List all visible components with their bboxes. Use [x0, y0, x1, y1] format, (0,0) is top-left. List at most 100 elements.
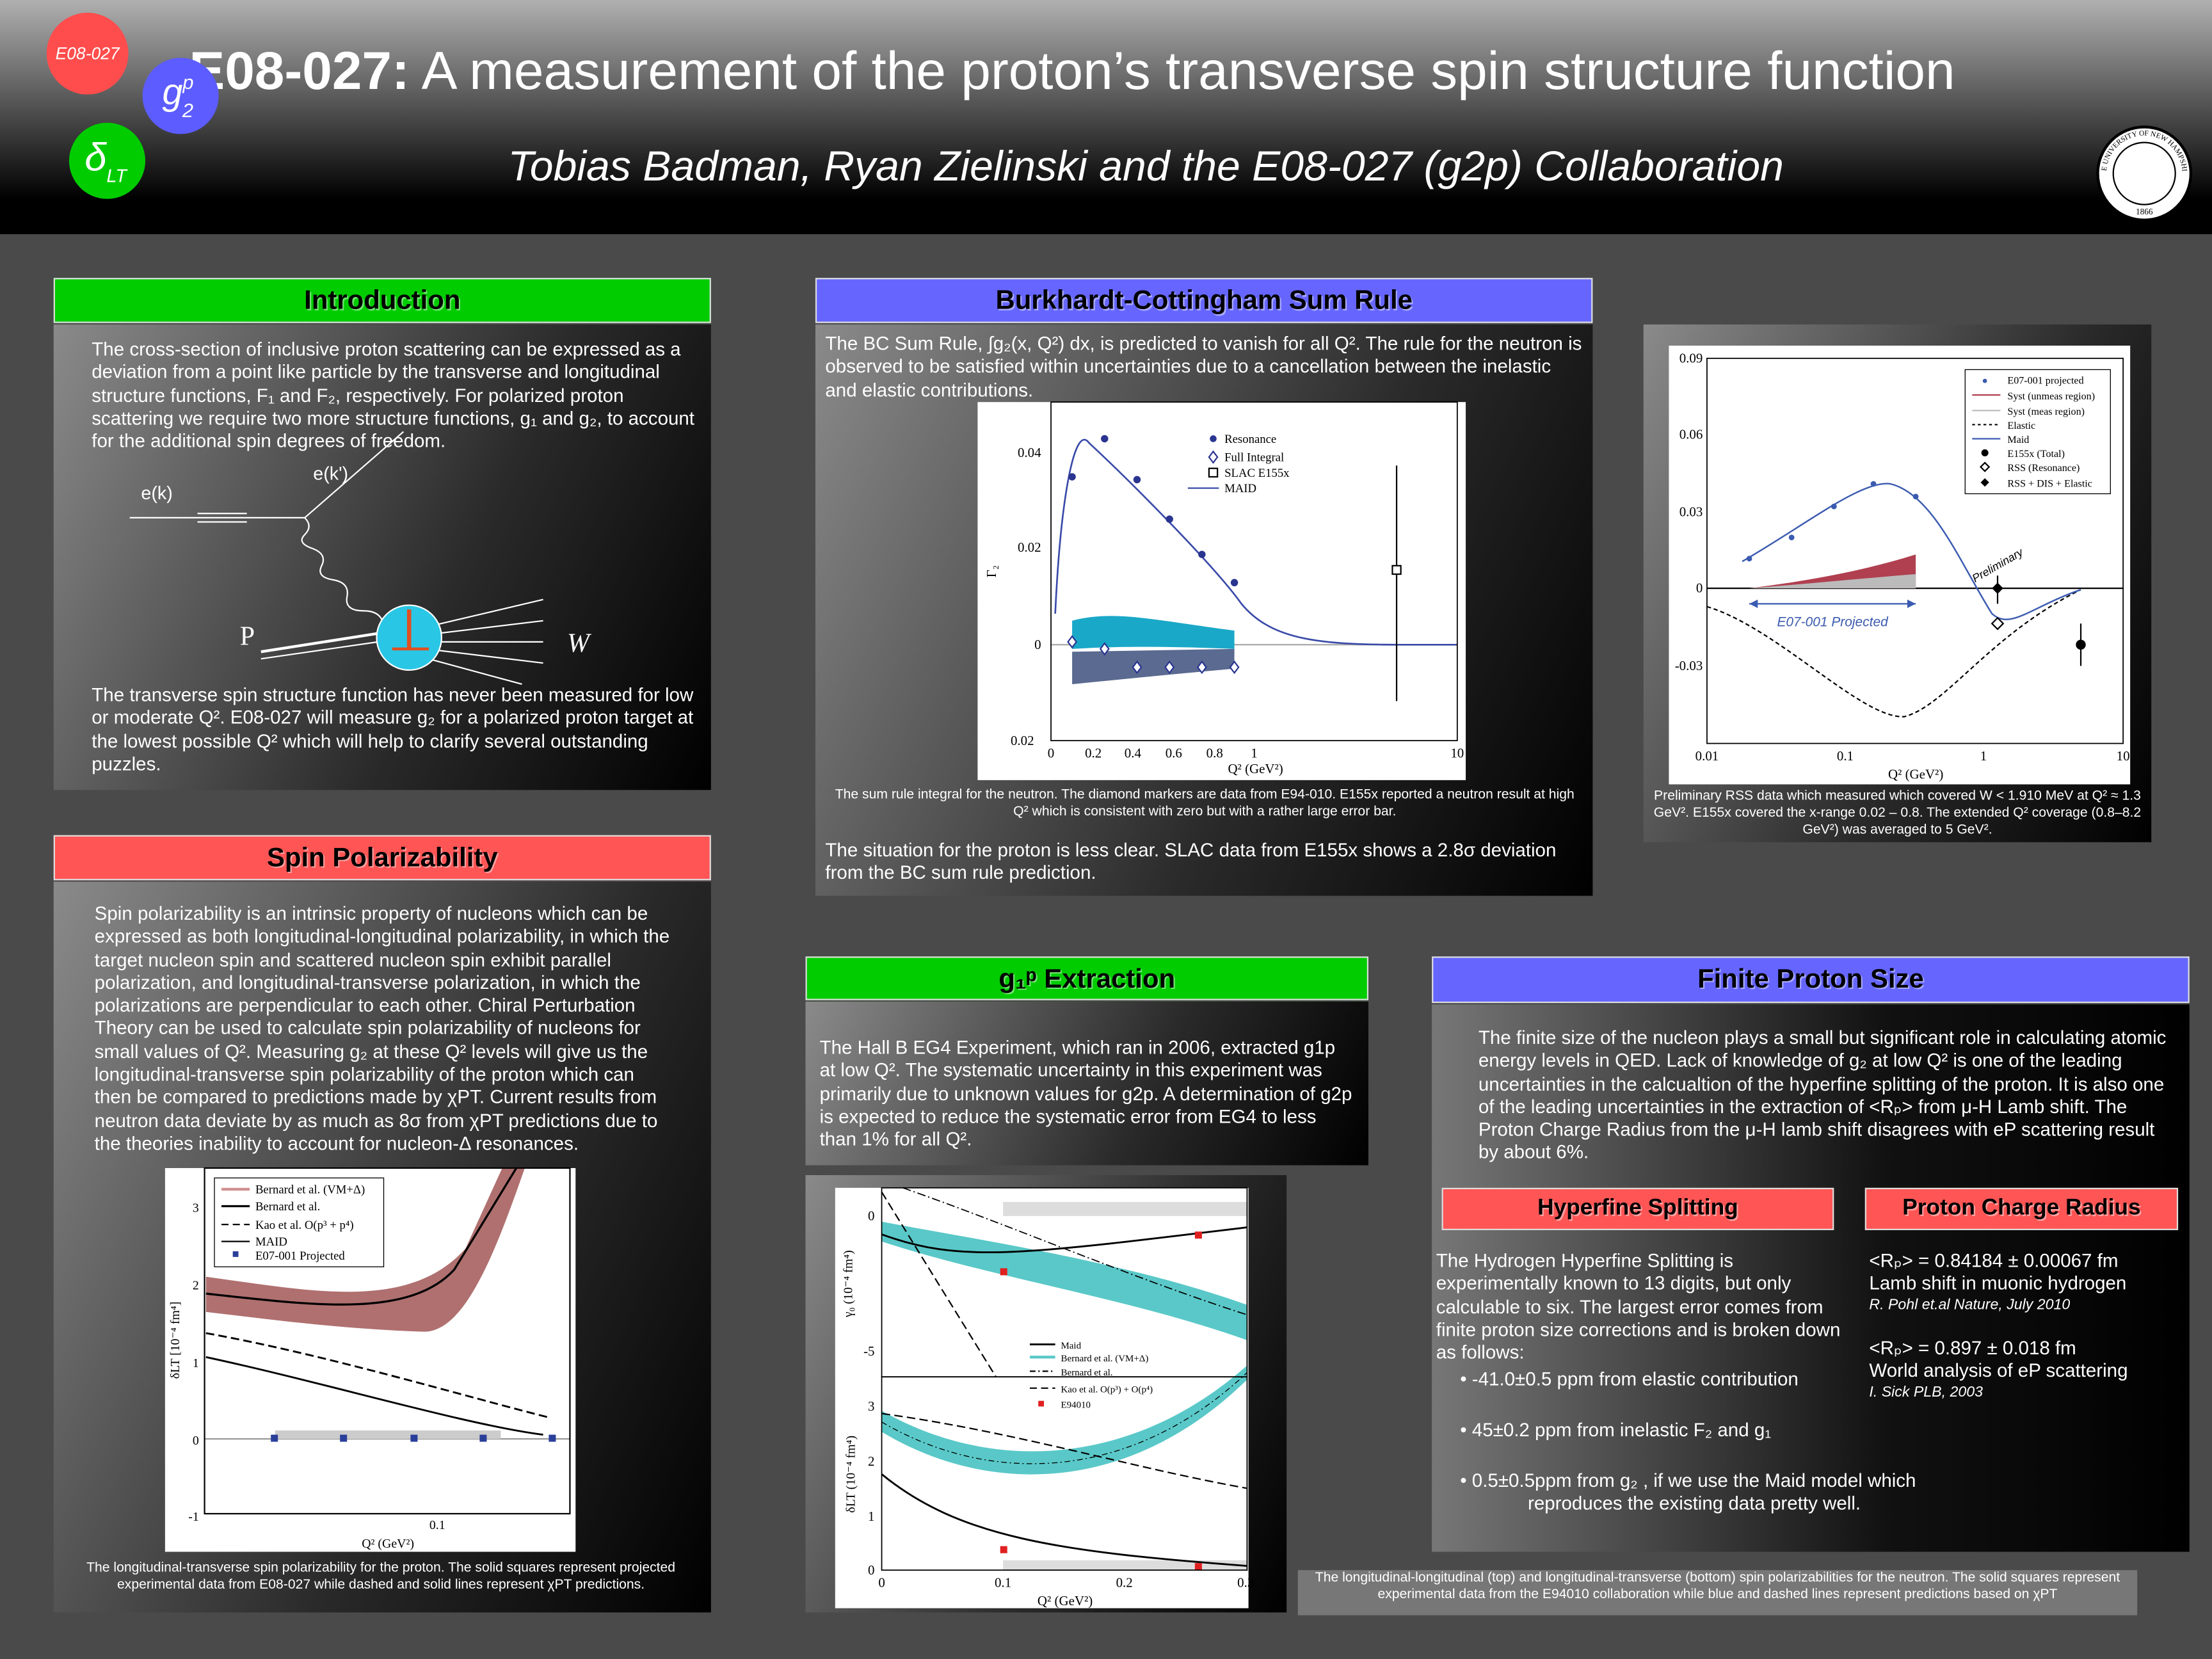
y-tick-labels: 0.04 0.02 0 0.02 — [1011, 445, 1041, 748]
diagram-label: e(k') — [313, 463, 348, 484]
legend-label: E94010 — [1061, 1400, 1091, 1411]
figure-rss: E07-001 Projected Preliminary 0.09 0.06 … — [1669, 346, 2131, 785]
y-axis-label: Γ₂ — [984, 565, 999, 577]
badges: E08-027 gp 2 δLT THE UNIVERSITY OF NEW HA… — [0, 0, 2193, 222]
y-tick-label: 0.06 — [1679, 426, 1703, 442]
legend-label: Syst (meas region) — [2007, 406, 2085, 417]
y-tick-labels: 0.09 0.06 0.03 0 -0.03 — [1675, 350, 1703, 673]
y-tick-label: 0.02 — [1011, 733, 1034, 748]
x-tick-label: 0.1 — [429, 1518, 445, 1532]
bullet-text: -41.0±0.5 ppm from elastic contribution — [1471, 1368, 1799, 1390]
section-heading: Burkhardt-Cottingham Sum Rule — [815, 278, 1593, 323]
y-tick-label: 1 — [193, 1356, 199, 1370]
legend: Resonance Full Integral SLAC E155x MAID — [1187, 433, 1290, 495]
curve — [881, 1191, 997, 1377]
band — [1072, 616, 1235, 649]
result: <Rₚ> = 0.897 ± 0.018 fm World analysis o… — [1869, 1337, 2179, 1401]
authors: Tobias Badman, Ryan Zielinski and the E0… — [508, 143, 1784, 191]
paragraph: The finite size of the nucleon plays a s… — [1478, 1027, 2167, 1164]
badge — [68, 122, 146, 199]
y-tick-label: -5 — [863, 1343, 874, 1359]
x-tick-label: 0.2 — [1116, 1575, 1133, 1591]
legend — [1964, 369, 2111, 495]
x-axis-label: Q² (GeV²) — [1888, 767, 1943, 782]
badge-sup: p — [182, 71, 193, 93]
bullet-text: 45±0.2 ppm from inelastic F₂ and g₁ — [1471, 1419, 1772, 1441]
points — [1068, 435, 1238, 587]
y-tick-label: 0.04 — [1018, 445, 1041, 460]
legend-label: E155x (Total) — [2007, 449, 2065, 460]
x-tick-label: 10 — [1450, 746, 1464, 761]
y-tick-label: 2 — [193, 1279, 199, 1293]
header — [0, 0, 2212, 234]
x-tick-label: 0.1 — [1837, 748, 1854, 764]
legend-label: Maid — [2007, 435, 2029, 445]
proton-in — [260, 632, 379, 653]
caption: The longitudinal-transverse spin polariz… — [86, 1560, 676, 1593]
result-method: Lamb shift in muonic hydrogen — [1869, 1272, 2127, 1294]
x-tick-label: 0 — [1048, 746, 1054, 761]
y-tick-label: 0.02 — [1018, 540, 1041, 555]
x-tick-label: 0.8 — [1206, 746, 1223, 761]
result-value: <Rₚ> = 0.84184 ± 0.00067 fm — [1869, 1249, 2119, 1271]
y-tick-label: 2 — [868, 1454, 874, 1469]
y-tick-label: 3 — [193, 1201, 199, 1215]
seal — [2096, 125, 2193, 222]
y-tick-label: 0.09 — [1679, 350, 1703, 365]
seal-year: 1866 — [2136, 207, 2153, 216]
point — [1391, 565, 1402, 575]
y-axis-label: δLT [10⁻⁴ fm⁴] — [168, 1302, 182, 1379]
legend-label: Kao et al. O(p³) + O(p⁴) — [1061, 1384, 1153, 1395]
x-tick-label: 0.4 — [1125, 746, 1142, 761]
x-tick-label: 0.2 — [1085, 746, 1102, 761]
figure-delta-lt: 3 2 1 0 -1 0.1 Q² (GeV²) δLT [10⁻⁴ fm⁴] … — [164, 1167, 576, 1552]
frame — [1050, 401, 1458, 742]
paragraph: The situation for the proton is less cle… — [825, 839, 1557, 884]
legend-label: E07-001 Projected — [255, 1249, 345, 1263]
badge-sub: 2 — [182, 99, 193, 122]
bullet: • -41.0±0.5 ppm from elastic contributio… — [1460, 1368, 1799, 1390]
band — [1072, 648, 1235, 684]
section-heading: g₁ᵖ Extraction — [805, 956, 1368, 1000]
curve — [881, 1372, 1247, 1464]
legend-label: MAID — [1224, 482, 1256, 495]
curve — [881, 1473, 1247, 1567]
y-tick-label: -1 — [188, 1510, 199, 1524]
panel — [1432, 1004, 2190, 1552]
badge-sub: LT — [107, 166, 129, 186]
figure-neutron: 0 -5 3 2 1 0 0 0.1 0.2 0.3 Q² (GeV²) γ₀ … — [835, 1187, 1254, 1608]
curve — [902, 1187, 1247, 1316]
seal-name-path: THE UNIVERSITY OF NEW HAMPSHIRE — [0, 0, 2188, 172]
y-tick-label: 0 — [193, 1434, 199, 1448]
result: <Rₚ> = 0.84184 ± 0.00067 fm Lamb shift i… — [1869, 1250, 2179, 1314]
y-tick-label: 0 — [1696, 581, 1703, 596]
y-tick-label: -0.03 — [1675, 658, 1703, 673]
photon — [301, 517, 385, 625]
frame — [1706, 357, 2124, 744]
paragraph: The cross-section of inclusive proton sc… — [92, 338, 695, 452]
x-axis-label: Q² (GeV²) — [1038, 1593, 1093, 1608]
section-heading: Introduction — [53, 278, 711, 323]
diamonds — [1067, 635, 1240, 675]
title-text: A measurement of the proton’s transverse… — [421, 42, 1955, 102]
legend-label: Elastic — [2007, 421, 2035, 431]
y-axis-label: δLT (10⁻⁴ fm⁴) — [844, 1436, 858, 1513]
diagram-label: W — [567, 629, 592, 658]
legend-label: E07-001 projected — [2007, 376, 2083, 387]
seal-ring — [2112, 141, 2176, 205]
caption: The sum rule integral for the neutron. T… — [835, 787, 1575, 820]
badge-text: δLT — [84, 136, 128, 187]
syst-band — [1749, 574, 1916, 589]
x-tick-labels: 0.01 0.1 1 10 — [1695, 748, 2130, 764]
diagram-label: P — [240, 621, 255, 651]
band — [881, 1365, 1247, 1475]
y-axis-label: γ₀ (10⁻⁴ fm⁴) — [841, 1250, 855, 1318]
legend-label: Kao et al. O(p³ + p⁴) — [255, 1219, 354, 1232]
paragraph: The Hydrogen Hyperfine Splitting is expe… — [1436, 1249, 1841, 1363]
curve — [881, 1413, 1247, 1489]
legend-label: Maid — [1061, 1341, 1081, 1351]
result-reference: I. Sick PLB, 2003 — [1869, 1383, 1983, 1400]
x-axis-label: Q² (GeV²) — [1228, 761, 1283, 776]
figure-bc: 0.04 0.02 0 0.02 0 0.2 0.4 0.6 0.8 1 10 … — [977, 401, 1466, 780]
